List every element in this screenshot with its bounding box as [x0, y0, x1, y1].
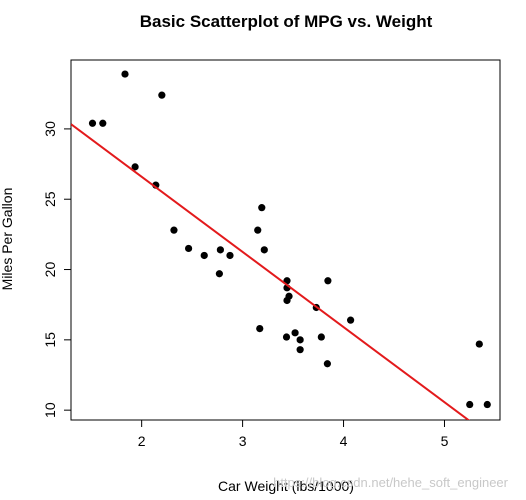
data-point: [296, 346, 304, 354]
chart-title: Basic Scatterplot of MPG vs. Weight: [140, 12, 433, 31]
y-tick-label: 15: [42, 332, 58, 348]
x-tick-label: 5: [441, 433, 449, 449]
data-point: [158, 91, 166, 99]
plot-area: 2 3 4 5 10 15 20 25 30: [42, 59, 501, 449]
data-point: [226, 251, 234, 260]
data-point: [282, 333, 291, 341]
data-point: [317, 333, 325, 341]
data-point: [324, 277, 332, 285]
data-point: [291, 329, 299, 337]
data-point: [260, 246, 268, 254]
y-axis-label: Miles Per Gallon: [0, 188, 15, 291]
data-point: [466, 400, 474, 409]
data-point: [131, 163, 139, 171]
x-tick-label: 4: [340, 433, 348, 449]
data-point: [347, 316, 355, 324]
data-point: [475, 340, 483, 348]
watermark: https://blog.csdn.net/hehe_soft_engineer: [273, 475, 509, 490]
y-tick-label: 25: [42, 191, 58, 207]
data-point: [121, 70, 129, 78]
plot-frame: [70, 59, 501, 421]
data-point: [184, 244, 193, 253]
data-point: [88, 119, 97, 127]
y-tick-label: 30: [42, 121, 58, 137]
y-tick-label: 10: [42, 402, 58, 418]
x-axis-label: Car Weight (lbs/1000): [218, 478, 354, 494]
x-tick-label: 2: [138, 433, 146, 449]
data-point: [258, 204, 266, 212]
data-point: [99, 119, 107, 127]
data-point: [323, 360, 331, 368]
data-point: [296, 336, 304, 344]
data-point: [254, 226, 262, 234]
data-point: [283, 296, 291, 305]
y-tick-label: 20: [42, 262, 58, 278]
data-point: [483, 400, 491, 409]
data-point: [256, 324, 264, 333]
data-point: [216, 246, 224, 254]
data-point: [200, 251, 208, 260]
x-tick-label: 3: [239, 433, 247, 449]
fit-line: [71, 123, 471, 420]
data-point: [215, 270, 223, 278]
data-point: [170, 226, 178, 234]
